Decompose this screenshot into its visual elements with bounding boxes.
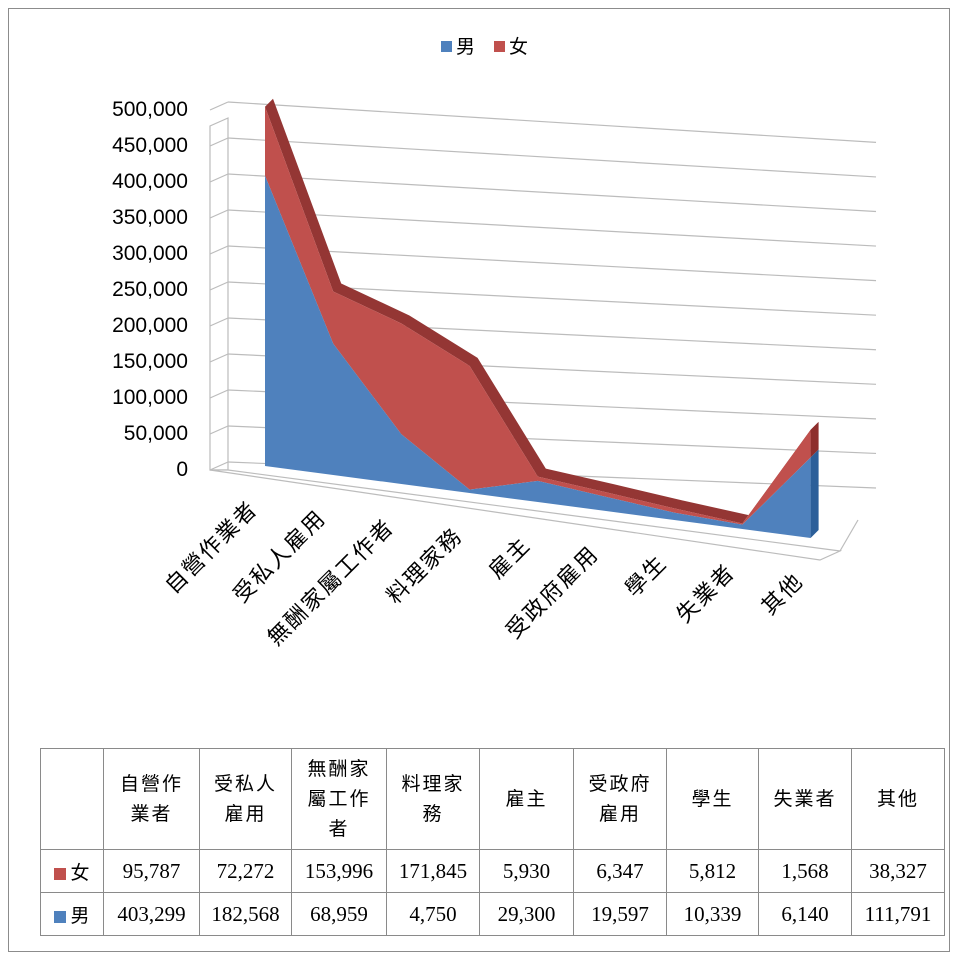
female-area	[265, 106, 811, 525]
gridline-side	[209, 461, 229, 471]
gridline-side	[209, 425, 229, 435]
gridline-side	[209, 209, 229, 219]
table-cell: 171,845	[386, 849, 480, 893]
floor-edge	[839, 519, 859, 552]
gridline	[227, 137, 877, 178]
row-label-text: 男	[70, 904, 90, 927]
table-header-text: 失業者	[773, 788, 837, 810]
legend-key-swatch	[54, 910, 67, 923]
x-tick-label: 失業者	[672, 560, 741, 629]
x-tick-label: 雇主	[484, 533, 536, 585]
table-cell: 6,140	[758, 892, 852, 936]
table-header-text: 受政府雇用	[588, 773, 652, 825]
table-header-cell: 其他	[851, 748, 945, 850]
table-cell: 153,996	[291, 849, 387, 893]
side-wall	[209, 117, 229, 471]
table-row-label: 男	[40, 892, 104, 936]
table-cell: 29,300	[479, 892, 574, 936]
table-header-text: 自營作業者	[119, 773, 183, 825]
table-cell: 38,327	[851, 849, 945, 893]
row-label-text: 女	[70, 861, 90, 884]
legend-swatch-male	[441, 41, 452, 52]
table-cell: 1,568	[758, 849, 852, 893]
male-area-side	[810, 449, 819, 538]
series-male	[265, 175, 819, 538]
y-tick-label: 0	[176, 458, 188, 481]
table-header-text: 無酬家屬工作者	[307, 758, 371, 840]
table-cell: 182,568	[199, 892, 292, 936]
table-cell: 403,299	[103, 892, 200, 936]
table-header-row: 自營作業者 受私人雇用 無酬家屬工作者 料理家務 雇主 受政府雇用 學生 失業者 其他	[40, 748, 945, 850]
table-body: 女 95,787 72,272 153,996 171,845 5,930 6,347 5,8…	[40, 849, 945, 936]
table-header-text: 學生	[691, 788, 734, 810]
plot-walls	[209, 117, 859, 561]
legend-label-female: 女	[509, 36, 528, 58]
table-header-cell: 失業者	[758, 748, 852, 850]
gridline-side	[209, 137, 229, 147]
table-header-cell: 雇主	[479, 748, 574, 850]
table-header-cell: 受政府雇用	[573, 748, 667, 850]
male-area	[265, 175, 811, 538]
table-corner-cell	[40, 748, 104, 850]
gridline	[227, 173, 877, 213]
table-cell: 19,597	[573, 892, 667, 936]
gridline	[227, 245, 877, 282]
table-header-cell: 學生	[666, 748, 759, 850]
y-tick-label: 450,000	[112, 134, 188, 157]
table-row: 女 95,787 72,272 153,996 171,845 5,930 6,347 5,8…	[40, 849, 945, 893]
y-tick-label: 200,000	[112, 314, 188, 337]
table-cell: 5,812	[666, 849, 759, 893]
gridline	[227, 101, 877, 143]
gridline-side	[209, 173, 229, 183]
y-tick-label: 500,000	[112, 98, 188, 121]
data-table: 自營作業者 受私人雇用 無酬家屬工作者 料理家務 雇主 受政府雇用 學生 失業者 其他 女 95,…	[40, 748, 945, 936]
table-header-cell: 受私人雇用	[199, 748, 292, 850]
gridline-side	[209, 245, 229, 255]
floor	[209, 469, 843, 561]
y-tick-label: 400,000	[112, 170, 188, 193]
table-cell: 4,750	[386, 892, 480, 936]
y-tick-label: 300,000	[112, 242, 188, 265]
gridline-side	[209, 281, 229, 291]
gridline-side	[209, 101, 229, 111]
table-cell: 5,930	[479, 849, 574, 893]
table-row: 男 403,299 182,568 68,959 4,750 29,300 19,597 10…	[40, 892, 945, 936]
table-header-text: 料理家務	[401, 773, 465, 825]
table-header-cell: 無酬家屬工作者	[291, 748, 387, 850]
y-tick-label: 150,000	[112, 350, 188, 373]
legend: 男 女	[441, 36, 528, 58]
x-tick-label: 其他	[757, 569, 809, 621]
y-tick-label: 250,000	[112, 278, 188, 301]
table-header-text: 其他	[876, 788, 919, 810]
table-cell: 6,347	[573, 849, 667, 893]
series-female	[265, 98, 819, 525]
table-header-cell: 料理家務	[386, 748, 480, 850]
female-area-side	[810, 421, 819, 458]
legend-label-male: 男	[456, 36, 475, 58]
y-tick-label: 350,000	[112, 206, 188, 229]
table-cell: 68,959	[291, 892, 387, 936]
gridline	[227, 209, 877, 247]
y-tick-label: 100,000	[112, 386, 188, 409]
table-header-text: 受私人雇用	[213, 773, 277, 825]
y-axis: 500,000 450,000 400,000 350,000 300,000 250,0…	[112, 98, 188, 481]
table-cell: 111,791	[851, 892, 945, 936]
table-row-label: 女	[40, 849, 104, 893]
table-cell: 95,787	[103, 849, 200, 893]
table-cell: 72,272	[199, 849, 292, 893]
legend-key-swatch	[54, 867, 67, 880]
table-header-cell: 自營作業者	[103, 748, 200, 850]
y-tick-label: 50,000	[124, 422, 188, 445]
area-chart: 男 女 500,000 450,000 400,000 350,000 300,000 2…	[112, 36, 877, 651]
gridline-side	[209, 389, 229, 399]
table-header-text: 雇主	[505, 788, 548, 810]
gridline-side	[209, 353, 229, 363]
legend-swatch-female	[494, 41, 505, 52]
female-area-top	[265, 98, 819, 524]
x-tick-label: 學生	[621, 551, 673, 603]
table-cell: 10,339	[666, 892, 759, 936]
gridline-side	[209, 317, 229, 327]
